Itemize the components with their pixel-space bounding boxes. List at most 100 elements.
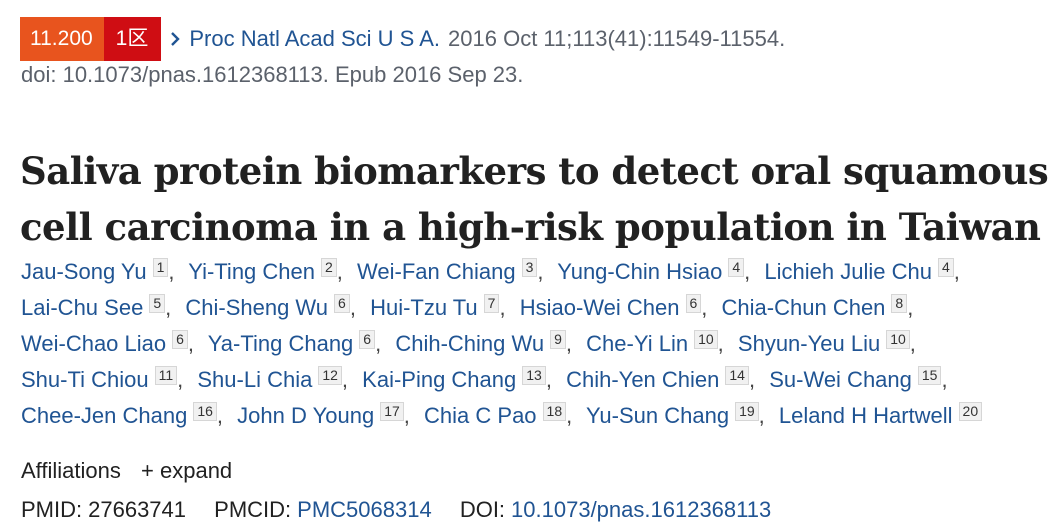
affiliation-number[interactable]: 19 (735, 402, 759, 421)
affiliation-number[interactable]: 8 (891, 294, 908, 313)
author-separator: , (177, 367, 184, 392)
author-name-link[interactable]: Chi-Sheng Wu (185, 295, 329, 320)
author-name-link[interactable]: Wei-Chao Liao (21, 331, 167, 356)
affiliation-number[interactable]: 17 (380, 402, 404, 421)
author-name-link[interactable]: Shyun-Yeu Liu (737, 331, 881, 356)
author-name-link[interactable]: Kai-Ping Chang (362, 367, 517, 392)
author-list: Jau-Song Yu 1, Yi-Ting Chen 2, Wei-Fan Chi… (21, 254, 1041, 434)
author-separator: , (565, 331, 573, 356)
author-separator: , (537, 259, 544, 284)
affiliation-number[interactable]: 4 (728, 258, 745, 277)
affiliation-number[interactable]: 15 (917, 366, 942, 385)
author-separator: , (909, 331, 916, 356)
author-name-link[interactable]: Chih-Yen Chien (566, 367, 720, 392)
affiliation-number[interactable]: 10 (886, 330, 910, 349)
author-separator: , (748, 367, 756, 392)
author-item: Hui-Tzu Tu 7, (370, 294, 514, 320)
affiliation-number[interactable]: 7 (483, 294, 500, 313)
affiliation-number[interactable]: 6 (334, 294, 350, 313)
author-name-link[interactable]: Che-Yi Lin (586, 331, 689, 356)
expand-affiliations-button[interactable]: + expand (141, 458, 232, 483)
author-name-link[interactable]: Yi-Ting Chen (188, 259, 315, 284)
affiliation-number[interactable]: 3 (521, 258, 538, 277)
affiliation-number[interactable]: 2 (321, 258, 337, 277)
doi-link[interactable]: 10.1073/pnas.1612368113 (511, 497, 772, 522)
author-item: Su-Wei Chang 15, (769, 366, 955, 392)
author-item: John D Young 17, (237, 402, 418, 428)
affiliation-number[interactable]: 13 (522, 366, 546, 385)
author-name-link[interactable]: John D Young (237, 403, 375, 428)
affiliation-number[interactable]: 10 (694, 330, 718, 349)
author-name-link[interactable]: Leland H Hartwell (778, 403, 953, 428)
author-separator: , (403, 403, 410, 428)
author-item: Che-Yi Lin 10, (586, 330, 732, 356)
author-separator: , (165, 295, 172, 320)
citation-line: 11.200 1区 Proc Natl Acad Sci U S A. 2016… (20, 17, 785, 61)
author-item: Shu-Li Chia 12, (197, 366, 356, 392)
author-name-link[interactable]: Su-Wei Chang (769, 367, 912, 392)
affiliation-number[interactable]: 18 (542, 402, 567, 421)
affiliation-number[interactable]: 16 (193, 402, 217, 421)
author-name-link[interactable]: Shu-Li Chia (197, 367, 313, 392)
affiliation-number[interactable]: 14 (725, 366, 749, 385)
author-separator: , (341, 367, 349, 392)
author-name-link[interactable]: Lichieh Julie Chu (764, 259, 932, 284)
author-name-link[interactable]: Chia-Chun Chen (721, 295, 886, 320)
identifiers-row: PMID: 27663741 PMCID: PMC5068314 DOI: 10.10… (21, 497, 771, 523)
author-name-link[interactable]: Chih-Ching Wu (395, 331, 545, 356)
plus-icon: + (141, 458, 154, 483)
affiliation-number[interactable]: 20 (958, 402, 983, 421)
author-item: Wei-Chao Liao 6, (21, 330, 202, 356)
affiliation-number[interactable]: 5 (149, 294, 166, 313)
pmcid-label: PMCID: (214, 497, 292, 522)
author-separator: , (941, 367, 948, 392)
author-separator: , (168, 259, 175, 284)
author-name-link[interactable]: Hsiao-Wei Chen (519, 295, 680, 320)
affiliation-number[interactable]: 9 (550, 330, 566, 349)
affiliation-number[interactable]: 6 (172, 330, 188, 349)
chevron-right-icon[interactable] (170, 31, 181, 47)
affiliation-number[interactable]: 4 (937, 258, 954, 277)
author-separator: , (349, 295, 356, 320)
author-name-link[interactable]: Jau-Song Yu (21, 259, 147, 284)
affiliation-number[interactable]: 6 (685, 294, 702, 313)
author-item: Kai-Ping Chang 13, (362, 366, 560, 392)
author-name-link[interactable]: Yu-Sun Chang (585, 403, 730, 428)
author-separator: , (545, 367, 552, 392)
author-name-link[interactable]: Chia C Pao (424, 403, 537, 428)
article-title: Saliva protein biomarkers to detect oral… (20, 148, 1049, 249)
author-item: Hsiao-Wei Chen 6, (519, 294, 716, 320)
author-item: Lai-Chu See 5, (21, 294, 179, 320)
author-item: Ya-Ting Chang 6, (207, 330, 389, 356)
author-name-link[interactable]: Hui-Tzu Tu (370, 295, 478, 320)
author-name-link[interactable]: Chee-Jen Chang (21, 403, 188, 428)
quartile-badge: 1区 (103, 17, 162, 61)
author-name-link[interactable]: Lai-Chu See (21, 295, 144, 320)
author-item: Jau-Song Yu 1, (21, 258, 183, 284)
author-name-link[interactable]: Wei-Fan Chiang (357, 259, 516, 284)
author-separator: , (566, 403, 573, 428)
author-item: Lichieh Julie Chu 4, (764, 258, 967, 284)
author-name-link[interactable]: Shu-Ti Chiou (21, 367, 149, 392)
author-item: Shu-Ti Chiou 11, (21, 366, 191, 392)
pmcid-link[interactable]: PMC5068314 (297, 497, 432, 522)
author-separator: , (953, 259, 960, 284)
affiliation-number[interactable]: 6 (359, 330, 376, 349)
impact-factor-badge: 11.200 (20, 17, 104, 61)
author-item: Leland H Hartwell 20 (778, 402, 983, 428)
author-separator: , (375, 331, 382, 356)
doi-epub-line: doi: 10.1073/pnas.1612368113. Epub 2016 … (21, 62, 524, 87)
author-item: Wei-Fan Chiang 3, (357, 258, 551, 284)
affiliation-number[interactable]: 11 (154, 366, 178, 385)
author-separator: , (907, 295, 914, 320)
affiliation-number[interactable]: 1 (152, 258, 169, 277)
author-item: Chee-Jen Chang 16, (21, 402, 231, 428)
journal-link[interactable]: Proc Natl Acad Sci U S A. (189, 26, 441, 51)
author-separator: , (499, 295, 506, 320)
author-name-link[interactable]: Yung-Chin Hsiao (557, 259, 723, 284)
author-item: Yi-Ting Chen 2, (188, 258, 351, 284)
author-name-link[interactable]: Ya-Ting Chang (207, 331, 354, 356)
author-item: Chia-Chun Chen 8, (721, 294, 922, 320)
affiliation-number[interactable]: 12 (318, 366, 342, 385)
doi-label: DOI: (459, 497, 506, 522)
